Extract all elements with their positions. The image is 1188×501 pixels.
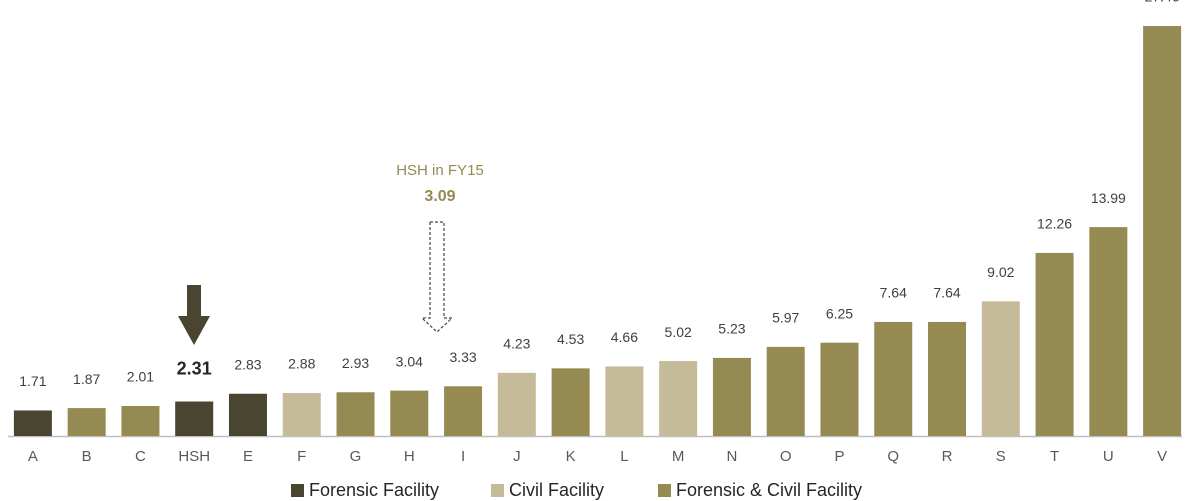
legend-label: Civil Facility [509, 480, 604, 500]
value-label: 2.93 [342, 355, 369, 371]
x-tick-label: P [834, 448, 844, 465]
bar [13, 410, 52, 436]
bar [981, 301, 1020, 436]
value-label: 2.88 [288, 356, 315, 372]
bar [390, 390, 429, 436]
x-tick-label: B [82, 448, 92, 465]
value-label: 1.71 [19, 373, 46, 389]
value-label: 5.23 [718, 321, 745, 337]
legend-label: Forensic & Civil Facility [676, 480, 862, 500]
x-tick-label: R [942, 448, 953, 465]
value-label: 3.33 [449, 349, 476, 365]
annotation-value: 3.09 [424, 188, 455, 205]
value-label: 6.25 [826, 305, 853, 321]
x-tick-label: H [404, 448, 415, 465]
bar [121, 405, 160, 436]
bar [551, 368, 590, 436]
bar [1035, 252, 1074, 436]
x-tick-label: S [996, 448, 1006, 465]
value-label: 1.87 [73, 371, 100, 387]
bar [659, 361, 698, 436]
dashed-arrow [420, 221, 454, 333]
x-tick-label: C [135, 448, 146, 465]
x-tick-label: T [1050, 448, 1059, 465]
legend-swatch [658, 484, 671, 497]
value-label: 7.64 [933, 285, 960, 301]
x-tick-label: L [620, 448, 628, 465]
x-tick-label: N [727, 448, 738, 465]
x-tick-label: U [1103, 448, 1114, 465]
value-label: 12.26 [1037, 216, 1072, 232]
x-tick-label: HSH [178, 448, 210, 465]
highlight-arrow [178, 285, 210, 345]
x-tick-label: A [28, 448, 38, 465]
value-label: 9.02 [987, 264, 1014, 280]
bar [228, 393, 267, 436]
bar [712, 357, 751, 436]
bar [67, 408, 106, 436]
x-tick-label: V [1157, 448, 1167, 465]
x-tick-label: I [461, 448, 465, 465]
value-label: 2.01 [127, 369, 154, 385]
legend-swatch [491, 484, 504, 497]
bar [766, 346, 805, 436]
legend-label: Forensic Facility [309, 480, 439, 500]
x-tick-label: E [243, 448, 253, 465]
bar [928, 321, 967, 436]
bar [444, 386, 483, 436]
value-label: 4.23 [503, 336, 530, 352]
value-label: 3.04 [396, 353, 423, 369]
bar [282, 392, 321, 436]
bar [820, 342, 859, 436]
x-tick-label: K [566, 448, 576, 465]
value-label: 2.31 [177, 358, 212, 378]
bar [605, 366, 644, 436]
bar [1143, 26, 1182, 436]
bar [1089, 227, 1128, 436]
annotation: HSH in FY15 [396, 162, 484, 179]
x-tick-label: F [297, 448, 306, 465]
value-label: 5.02 [665, 324, 692, 340]
bar [497, 372, 536, 436]
value-label: 13.99 [1091, 190, 1126, 206]
legend-swatch [291, 484, 304, 497]
x-tick-label: M [672, 448, 685, 465]
value-label: 4.53 [557, 331, 584, 347]
bar [175, 401, 214, 436]
bar [874, 321, 913, 436]
x-tick-label: Q [887, 448, 899, 465]
value-label: 7.64 [880, 285, 907, 301]
x-tick-label: G [350, 448, 362, 465]
x-tick-label: O [780, 448, 792, 465]
bar [336, 392, 375, 436]
x-tick-label: J [513, 448, 521, 465]
value-label: 4.66 [611, 329, 638, 345]
value-label: 2.83 [234, 356, 261, 372]
value-label: 5.97 [772, 310, 799, 326]
value-label: 27.46 [1145, 0, 1180, 5]
